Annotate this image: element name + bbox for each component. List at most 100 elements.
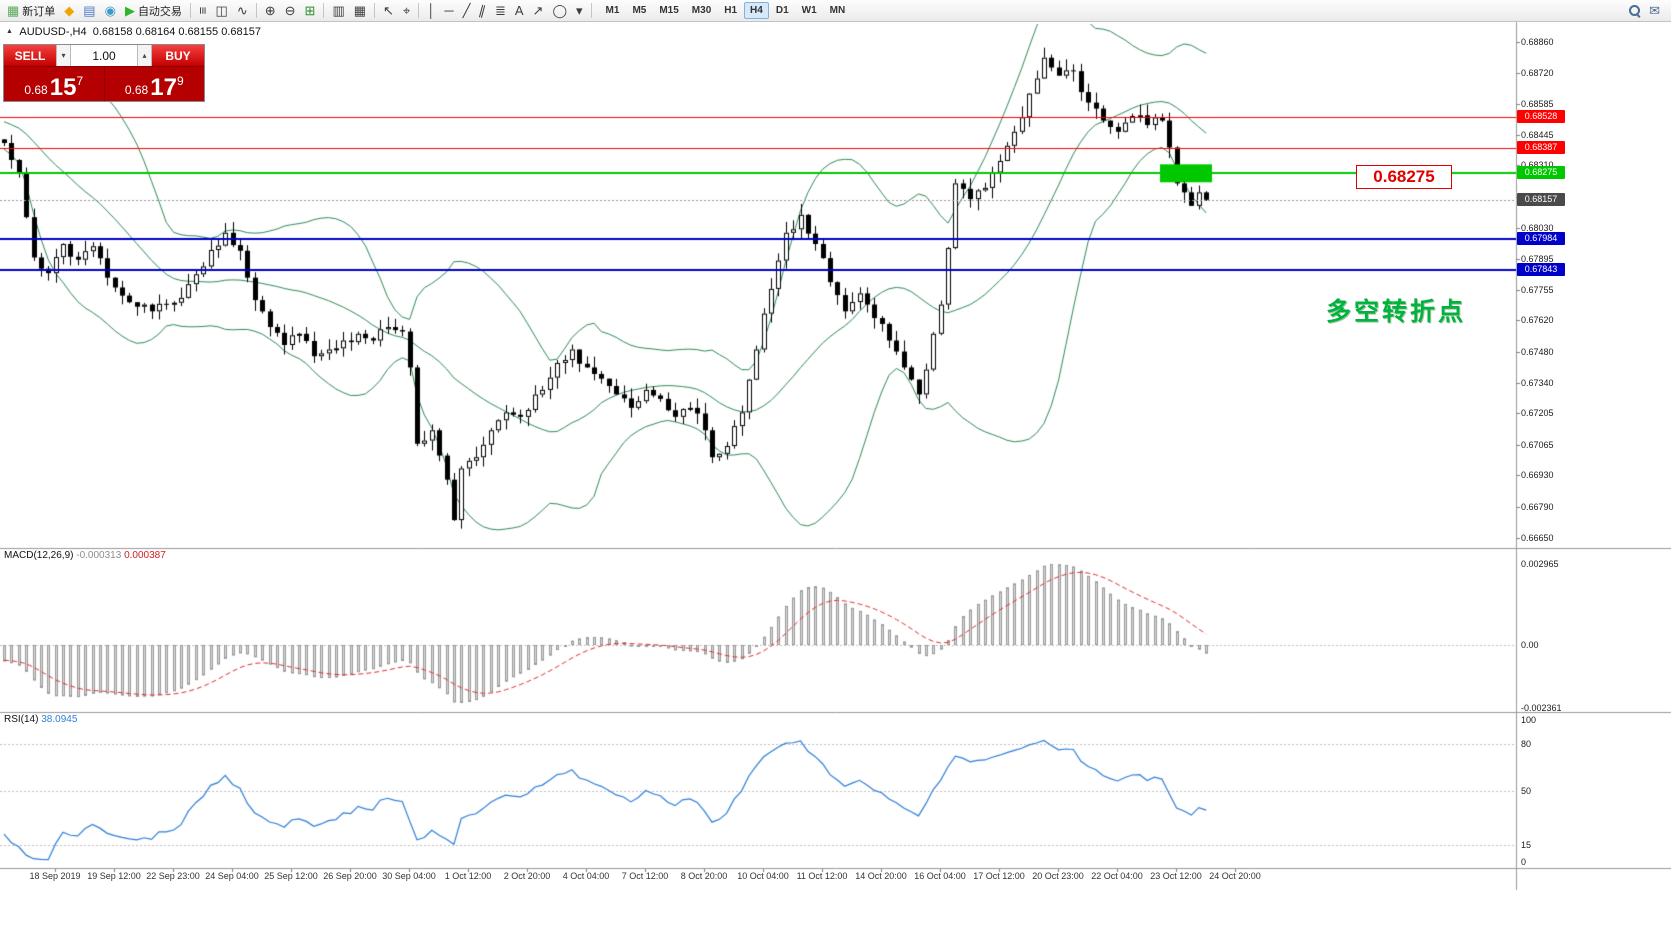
zoom-out-button[interactable]: ⊖	[281, 1, 300, 21]
macd-label: MACD(12,26,9) -0.000313 0.000387	[4, 550, 166, 561]
line-chart-icon: ∿	[236, 3, 248, 18]
time-axis-label: 14 Oct 20:00	[855, 871, 907, 881]
time-axis-label: 30 Sep 04:00	[382, 871, 436, 881]
time-axis-label: 22 Sep 23:00	[146, 871, 200, 881]
order-type-dropdown[interactable]: ▾	[56, 45, 71, 66]
new-order-button-label: 新订单	[22, 5, 56, 18]
rsi-name: RSI(14)	[4, 714, 39, 725]
toolbar-separator	[189, 3, 191, 18]
timeframe-m30-button[interactable]: M30	[691, 5, 712, 16]
rsi-axis-label: 80	[1521, 739, 1532, 749]
price-tag[interactable]: 0.67843	[1517, 263, 1565, 276]
toolbar-separator	[418, 3, 420, 18]
sell-price-button[interactable]: 0.68 15 7	[4, 67, 104, 101]
timeframe-m5-button[interactable]: M5	[632, 5, 647, 16]
price-axis-label: 0.68030	[1521, 223, 1554, 233]
toolbar-separator	[255, 3, 257, 18]
zoom-in-icon: ⊕	[264, 3, 276, 18]
alerts-button[interactable]: ◆	[60, 1, 78, 21]
line-chart-button[interactable]: ∿	[233, 1, 252, 21]
arrow-tool-button[interactable]: ↗	[529, 1, 548, 21]
one-click-toggle-icon[interactable]: ▲	[6, 28, 13, 35]
new-order-button[interactable]: ▦ 新订单	[3, 1, 59, 21]
sell-button[interactable]: SELL	[4, 45, 56, 66]
alerts-icon: ◆	[64, 3, 75, 18]
cursor-icon: ↖	[383, 3, 394, 18]
chart-symbol-info: ▲ AUDUSD-,H4 0.68158 0.68164 0.68155 0.6…	[6, 26, 261, 38]
macd-axis-label: 0.002965	[1521, 559, 1559, 569]
horizontal-line-icon: ─	[444, 3, 454, 18]
text-icon: A	[514, 3, 524, 18]
sell-price-base: 0.68	[24, 83, 48, 97]
timeframe-m15-button[interactable]: M15	[659, 5, 679, 16]
cursor-button[interactable]: ↖	[379, 1, 398, 21]
timeframe-w1-button[interactable]: W1	[801, 5, 817, 16]
time-axis-label: 1 Oct 12:00	[444, 871, 492, 881]
search-icon[interactable]	[1628, 4, 1641, 17]
tile-windows-button[interactable]: ▥	[328, 1, 348, 21]
indicators-button[interactable]: ⊞	[301, 1, 320, 21]
buy-button[interactable]: BUY	[152, 45, 204, 66]
algo-trading-button[interactable]: ▶ 自动交易	[121, 1, 186, 21]
timeframe-mn-button[interactable]: MN	[829, 5, 846, 16]
horizontal-line-button[interactable]: ─	[440, 1, 457, 21]
price-callout[interactable]: 0.68275	[1356, 165, 1452, 189]
buy-price-base: 0.68	[124, 83, 149, 97]
shapes-dropdown[interactable]: ▾	[572, 1, 587, 21]
price-axis-label: 0.68585	[1521, 99, 1554, 109]
time-axis-label: 24 Sep 04:00	[205, 871, 259, 881]
time-axis-label: 17 Oct 12:00	[973, 871, 1025, 881]
timeframe-d1-button[interactable]: D1	[775, 5, 789, 16]
price-tag[interactable]: 0.67984	[1517, 232, 1565, 245]
bar-chart-button[interactable]: ≡	[195, 1, 211, 21]
zoom-in-button[interactable]: ⊕	[261, 1, 280, 21]
buy-price-button[interactable]: 0.68 17 9	[103, 67, 205, 101]
time-axis-label: 22 Oct 04:00	[1091, 871, 1143, 881]
annotation-text: 多空转折点	[1326, 298, 1467, 326]
vertical-line-button[interactable]: │	[423, 1, 439, 21]
shapes-button[interactable]: ◯	[548, 1, 571, 21]
data-window-icon: ◉	[104, 3, 116, 18]
text-button[interactable]: A	[511, 1, 528, 21]
rsi-axis-label: 50	[1521, 786, 1532, 796]
time-axis-label: 2 Oct 20:00	[503, 871, 551, 881]
price-tag[interactable]: 0.68528	[1517, 110, 1565, 123]
fibonacci-button[interactable]: ≣	[491, 1, 510, 21]
timeframe-m1-button[interactable]: M1	[605, 5, 620, 16]
crosshair-button[interactable]: ⌖	[399, 1, 414, 21]
macd-main-value: -0.000313	[76, 550, 122, 561]
price-axis-label: 0.68445	[1521, 130, 1554, 140]
price-tag[interactable]: 0.68275	[1517, 166, 1565, 179]
sell-price-pips: 15	[49, 74, 77, 102]
channel-button[interactable]: ∥	[475, 1, 490, 21]
time-axis-label: 8 Oct 20:00	[680, 871, 728, 881]
timeframe-buttons: M1 M5 M15 M30 H1 H4 D1 W1 MN	[600, 2, 852, 19]
cascade-windows-icon: ▦	[353, 3, 367, 18]
channel-icon: ∥	[477, 2, 488, 19]
trendline-button[interactable]: ╱	[459, 1, 475, 21]
timeframe-h4-button[interactable]: H4	[744, 2, 769, 19]
price-axis-label: 0.67065	[1521, 440, 1554, 450]
profiles-button[interactable]: ▤	[79, 1, 99, 21]
macd-signal-value: 0.000387	[124, 550, 166, 561]
candlestick-chart-button[interactable]: ◫	[212, 1, 232, 21]
current-price-tag: 0.68157	[1517, 193, 1565, 206]
new-order-icon: ▦	[7, 3, 20, 18]
volume-up-stepper[interactable]: ▴	[137, 45, 152, 66]
mail-icon[interactable]: ✉	[1649, 3, 1660, 18]
time-axis-label: 4 Oct 04:00	[562, 871, 610, 881]
cascade-windows-button[interactable]: ▦	[350, 1, 370, 21]
data-window-button[interactable]: ◉	[101, 1, 120, 21]
price-axis-label: 0.68860	[1521, 37, 1554, 47]
sell-price-pipette: 7	[76, 74, 84, 88]
toolbar-right: ✉	[1628, 4, 1668, 17]
volume-input[interactable]: 1.00	[71, 45, 137, 66]
price-axis-label: 0.68310	[1521, 160, 1554, 170]
price-tag[interactable]: 0.68387	[1517, 141, 1565, 154]
rsi-axis-label: 100	[1521, 715, 1537, 725]
indicators-icon: ⊞	[304, 3, 316, 18]
time-axis-label: 24 Oct 20:00	[1209, 871, 1261, 881]
timeframe-h1-button[interactable]: H1	[724, 5, 738, 16]
price-axis-label: 0.67895	[1521, 254, 1554, 264]
